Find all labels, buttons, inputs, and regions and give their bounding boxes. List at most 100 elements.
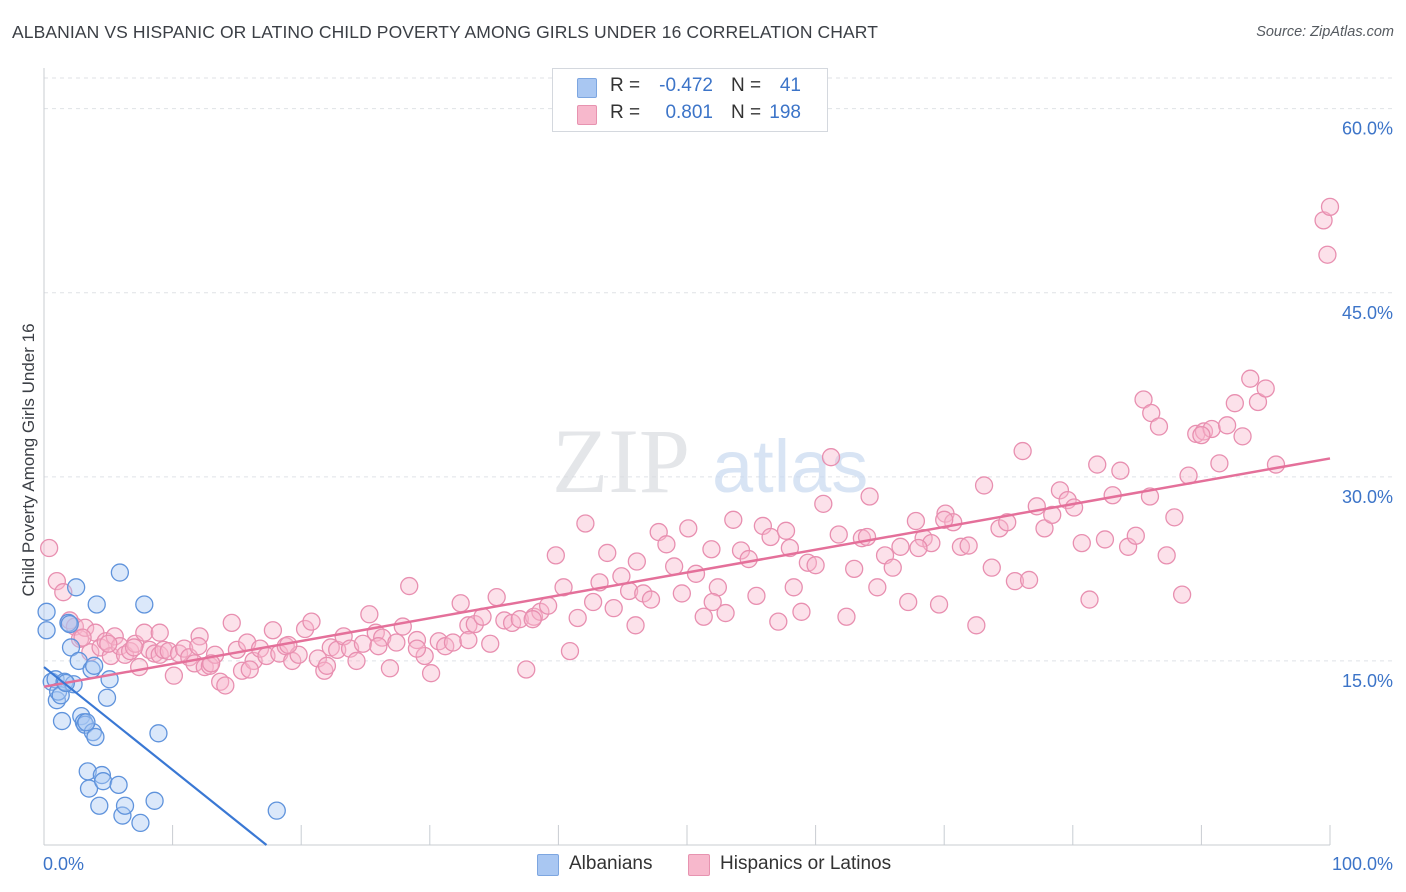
hispanics-point (845, 559, 864, 579)
hispanics-point (1035, 519, 1054, 538)
hispanics-points (39, 197, 1340, 695)
hispanics-point (554, 578, 573, 597)
albanians-point (135, 595, 154, 614)
hispanics-point (604, 599, 623, 618)
legend-n-value: 41 (779, 75, 801, 96)
legend-swatch-hispanics (577, 105, 597, 125)
hispanics-point (443, 633, 463, 652)
hispanics-point (935, 510, 954, 529)
series-legend: Albanians Hispanics or Latinos (0, 852, 1406, 878)
hispanics-point (487, 587, 506, 607)
legend-n-value: 198 (769, 102, 801, 123)
albanians-point (79, 779, 99, 798)
hispanics-point (315, 661, 334, 680)
hispanics-point (1111, 461, 1130, 480)
hispanics-point (1149, 417, 1169, 436)
hispanics-point (546, 546, 565, 565)
hispanics-point (694, 607, 713, 626)
albanians-point (83, 722, 103, 742)
legend-r-label: R = (610, 75, 641, 96)
legend-swatch-hispanics (688, 854, 710, 876)
albanians-point (37, 621, 56, 640)
hispanics-point (202, 654, 221, 673)
hispanics-point (906, 511, 926, 531)
hispanics-point (657, 535, 676, 554)
hispanics-point (1013, 441, 1032, 461)
hispanics-point (369, 637, 388, 656)
albanians-point (85, 656, 104, 675)
hispanics-point (1217, 416, 1237, 435)
hispanics-point (769, 612, 788, 631)
hispanics-point (1210, 454, 1229, 473)
albanians-point (110, 563, 130, 582)
hispanics-point (1072, 533, 1091, 553)
albanians-point (52, 711, 72, 731)
hispanics-point (829, 525, 848, 544)
hispanics-point (1165, 508, 1184, 527)
hispanics-point (583, 592, 603, 612)
hispanics-point (703, 592, 722, 612)
albanians-points (37, 563, 286, 833)
hispanics-point (373, 628, 392, 647)
y-tick-label: 60.0% (1342, 119, 1393, 139)
hispanics-point (747, 586, 766, 606)
y-tick-label: 30.0% (1342, 487, 1393, 507)
hispanics-point (1241, 369, 1260, 388)
legend-row-hispanics: R = 0.801 N = 198 (553, 100, 827, 126)
hispanics-point (784, 578, 803, 597)
tick-labels: 15.0% 30.0% 45.0% 60.0% 0.0% 100.0% (43, 119, 1393, 874)
hispanics-point (929, 595, 949, 614)
albanians-point (267, 801, 286, 820)
hispanics-point (1134, 390, 1153, 409)
hispanics-point (387, 633, 406, 652)
hispanics-point (538, 596, 558, 615)
hispanics-point (263, 621, 283, 640)
trend-lines (43, 457, 1331, 846)
hispanics-point (459, 630, 478, 650)
hispanics-point (739, 549, 758, 569)
hispanics-point (393, 617, 412, 636)
hispanics-point (883, 558, 902, 577)
legend-row-albanians: R = -0.472 N = 41 (553, 73, 827, 99)
hispanics-point (222, 613, 241, 633)
hispanics-point (360, 605, 379, 624)
albanians-point (59, 613, 78, 633)
hispanics-point (998, 513, 1017, 532)
albanians-point (90, 796, 109, 815)
hispanics-point (415, 646, 434, 666)
hispanics-point (47, 572, 67, 591)
albanians-point (60, 614, 79, 634)
hispanics-point (1233, 427, 1252, 446)
legend-r-value: -0.472 (659, 75, 713, 96)
hispanics-point (967, 616, 986, 635)
albanians-point (149, 724, 168, 743)
hispanics-point (459, 616, 478, 635)
hispanics-point (576, 514, 595, 533)
hispanics-point (39, 538, 59, 558)
hispanics-trend-line (43, 457, 1331, 688)
hispanics-point (400, 576, 419, 596)
hispanics-point (672, 584, 692, 603)
hispanics-point (627, 552, 646, 571)
hispanics-point (150, 623, 169, 642)
hispanics-point (451, 594, 470, 613)
hispanics-point (1192, 425, 1211, 445)
hispanics-point (105, 627, 124, 646)
albanians-trend-line (43, 666, 268, 846)
hispanics-point (421, 664, 441, 683)
hispanics-point (837, 607, 856, 626)
hispanics-point (317, 656, 337, 675)
hispanics-point (974, 476, 994, 495)
hispanics-point (806, 556, 825, 575)
hispanics-point (407, 639, 427, 658)
watermark-zip: ZIP (552, 410, 690, 512)
albanians-point (77, 713, 96, 732)
hispanics-point (99, 634, 118, 653)
y-tick-label: 45.0% (1342, 303, 1393, 323)
albanians-point (109, 775, 128, 795)
hispanics-point (73, 628, 92, 647)
hispanics-point (780, 538, 800, 558)
hispanics-point (216, 676, 235, 695)
x-tick-label-max: 100.0% (1332, 854, 1393, 874)
source-credit: Source: ZipAtlas.com (1256, 24, 1394, 40)
